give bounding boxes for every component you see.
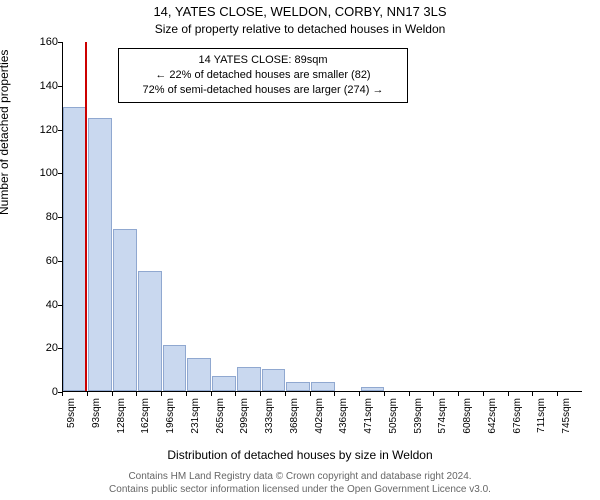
- x-tick-label: 574sqm: [437, 398, 448, 438]
- x-tick-label: 436sqm: [338, 398, 349, 438]
- x-tick-label: 402sqm: [314, 398, 325, 438]
- histogram-bar: [237, 367, 261, 391]
- property-marker-line: [85, 42, 87, 391]
- histogram-bar: [138, 271, 162, 391]
- page-title: 14, YATES CLOSE, WELDON, CORBY, NN17 3LS: [0, 4, 600, 19]
- y-axis-label: Number of detached properties: [0, 50, 11, 215]
- x-tick-label: 128sqm: [116, 398, 127, 438]
- footer-attribution: Contains HM Land Registry data © Crown c…: [0, 470, 600, 496]
- chart-subtitle: Size of property relative to detached ho…: [0, 22, 600, 36]
- y-tick-label: 20: [30, 342, 58, 354]
- x-tick-mark: [409, 392, 410, 396]
- x-tick-mark: [260, 392, 261, 396]
- x-tick-mark: [285, 392, 286, 396]
- y-tick-mark: [58, 86, 62, 87]
- x-tick-label: 471sqm: [363, 398, 374, 438]
- y-tick-label: 60: [30, 255, 58, 267]
- plot-area: 14 YATES CLOSE: 89sqm← 22% of detached h…: [62, 42, 582, 392]
- y-tick-mark: [58, 130, 62, 131]
- x-tick-mark: [211, 392, 212, 396]
- x-tick-label: 676sqm: [512, 398, 523, 438]
- x-tick-label: 265sqm: [215, 398, 226, 438]
- y-tick-mark: [58, 217, 62, 218]
- x-tick-mark: [557, 392, 558, 396]
- y-tick-mark: [58, 42, 62, 43]
- y-tick-label: 120: [30, 124, 58, 136]
- y-tick-mark: [58, 173, 62, 174]
- x-tick-label: 711sqm: [536, 398, 547, 438]
- x-tick-mark: [112, 392, 113, 396]
- x-tick-label: 505sqm: [388, 398, 399, 438]
- histogram-bar: [262, 369, 286, 391]
- x-tick-label: 299sqm: [239, 398, 250, 438]
- x-tick-mark: [384, 392, 385, 396]
- histogram-bar: [163, 345, 187, 391]
- x-tick-label: 93sqm: [91, 398, 102, 438]
- histogram-bar: [361, 387, 385, 391]
- histogram-bar: [212, 376, 236, 391]
- x-tick-label: 745sqm: [561, 398, 572, 438]
- x-tick-mark: [310, 392, 311, 396]
- annotation-line-2: ← 22% of detached houses are smaller (82…: [127, 68, 399, 83]
- x-tick-mark: [508, 392, 509, 396]
- footer-line-2: Contains public sector information licen…: [0, 483, 600, 496]
- histogram-bar: [286, 382, 310, 391]
- y-tick-label: 0: [30, 386, 58, 398]
- histogram-bar: [113, 229, 137, 391]
- x-tick-mark: [433, 392, 434, 396]
- y-tick-label: 100: [30, 167, 58, 179]
- x-tick-label: 231sqm: [190, 398, 201, 438]
- chart-container: 14, YATES CLOSE, WELDON, CORBY, NN17 3LS…: [0, 0, 600, 500]
- footer-line-1: Contains HM Land Registry data © Crown c…: [0, 470, 600, 483]
- x-tick-label: 608sqm: [462, 398, 473, 438]
- y-tick-mark: [58, 261, 62, 262]
- x-tick-label: 196sqm: [165, 398, 176, 438]
- x-tick-label: 368sqm: [289, 398, 300, 438]
- x-tick-mark: [87, 392, 88, 396]
- x-axis-label: Distribution of detached houses by size …: [0, 448, 600, 462]
- x-tick-label: 539sqm: [413, 398, 424, 438]
- x-tick-mark: [186, 392, 187, 396]
- x-tick-label: 162sqm: [140, 398, 151, 438]
- x-tick-mark: [334, 392, 335, 396]
- x-tick-mark: [458, 392, 459, 396]
- x-tick-mark: [483, 392, 484, 396]
- y-tick-mark: [58, 348, 62, 349]
- annotation-box: 14 YATES CLOSE: 89sqm← 22% of detached h…: [118, 48, 408, 103]
- y-tick-label: 140: [30, 80, 58, 92]
- x-tick-mark: [532, 392, 533, 396]
- histogram-bar: [311, 382, 335, 391]
- x-tick-label: 59sqm: [66, 398, 77, 438]
- y-tick-label: 40: [30, 299, 58, 311]
- y-tick-mark: [58, 305, 62, 306]
- histogram-bar: [187, 358, 211, 391]
- x-tick-mark: [359, 392, 360, 396]
- x-tick-mark: [235, 392, 236, 396]
- x-tick-label: 333sqm: [264, 398, 275, 438]
- y-tick-label: 80: [30, 211, 58, 223]
- x-tick-mark: [62, 392, 63, 396]
- x-tick-label: 642sqm: [487, 398, 498, 438]
- histogram-bar: [88, 118, 112, 391]
- x-tick-mark: [136, 392, 137, 396]
- x-tick-mark: [161, 392, 162, 396]
- annotation-line-1: 14 YATES CLOSE: 89sqm: [127, 53, 399, 68]
- y-tick-label: 160: [30, 36, 58, 48]
- annotation-line-3: 72% of semi-detached houses are larger (…: [127, 83, 399, 98]
